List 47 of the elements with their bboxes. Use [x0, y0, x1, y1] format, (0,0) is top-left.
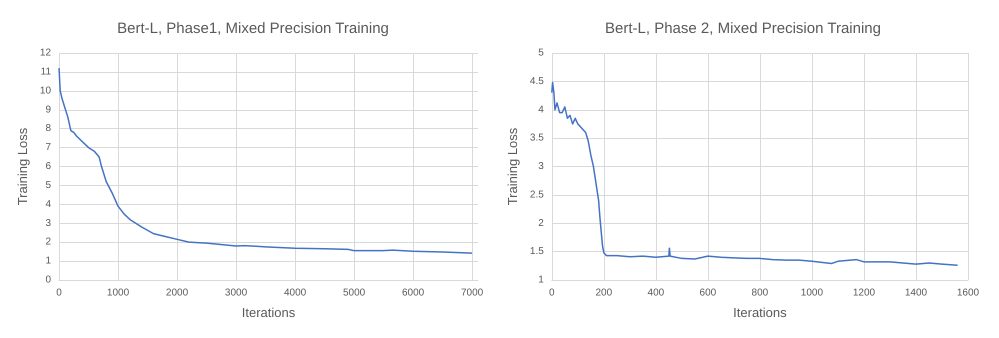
y-axis-title: Training Loss: [15, 127, 30, 206]
y-tick-label: 10: [40, 85, 52, 96]
y-tick-label: 1: [538, 274, 544, 286]
x-axis-title: Iterations: [733, 305, 788, 320]
x-tick-label: 1000: [106, 288, 130, 298]
line-series: [551, 82, 958, 266]
y-tick-label: 0: [45, 274, 52, 286]
y-tick-label: 9: [45, 104, 52, 116]
y-tick-label: 3.5: [530, 132, 544, 144]
y-tick-label: 12: [40, 48, 52, 58]
x-tick-label: 600: [700, 288, 717, 298]
x-tick-label: 5000: [342, 288, 366, 298]
y-tick-label: 6: [45, 161, 52, 172]
y-tick-label: 3: [45, 218, 52, 229]
x-tick-label: 0: [56, 288, 62, 298]
x-tick-label: 7000: [460, 288, 484, 298]
y-tick-label: 5: [538, 48, 544, 58]
y-tick-label: 1.5: [530, 246, 544, 258]
x-tick-label: 200: [595, 288, 613, 298]
x-tick-label: 800: [752, 288, 769, 298]
chart-title: Bert-L, Phase1, Mixed Precision Training: [117, 20, 389, 37]
y-tick-label: 3: [538, 161, 544, 172]
y-tick-label: 4: [45, 198, 52, 210]
x-tick-label: 400: [648, 288, 665, 298]
y-tick-label: 2: [45, 236, 52, 248]
x-tick-label: 6000: [402, 288, 425, 298]
x-tick-label: 4000: [284, 288, 307, 298]
y-tick-label: 11: [40, 66, 52, 78]
y-tick-label: 4.5: [530, 76, 544, 87]
y-tick-label: 5: [45, 180, 52, 191]
y-tick-label: 4: [538, 104, 544, 116]
chart-title: Bert-L, Phase 2, Mixed Precision Training: [605, 20, 881, 37]
x-tick-label: 3000: [224, 288, 248, 298]
x-tick-label: 1400: [904, 288, 928, 298]
line-series: [58, 67, 473, 254]
y-axis-title: Training Loss: [505, 127, 520, 206]
y-tick-label: 7: [45, 142, 52, 154]
x-tick-label: 1600: [956, 288, 980, 298]
y-tick-label: 1: [45, 256, 52, 267]
x-tick-label: 2000: [166, 288, 189, 298]
x-tick-label: 0: [549, 288, 556, 298]
x-axis-title: Iterations: [242, 305, 296, 320]
y-tick-label: 8: [45, 123, 52, 134]
x-tick-label: 1200: [852, 288, 876, 298]
y-tick-label: 2.5: [530, 189, 544, 200]
x-tick-label: 1000: [800, 288, 824, 298]
y-tick-label: 2: [538, 218, 544, 229]
